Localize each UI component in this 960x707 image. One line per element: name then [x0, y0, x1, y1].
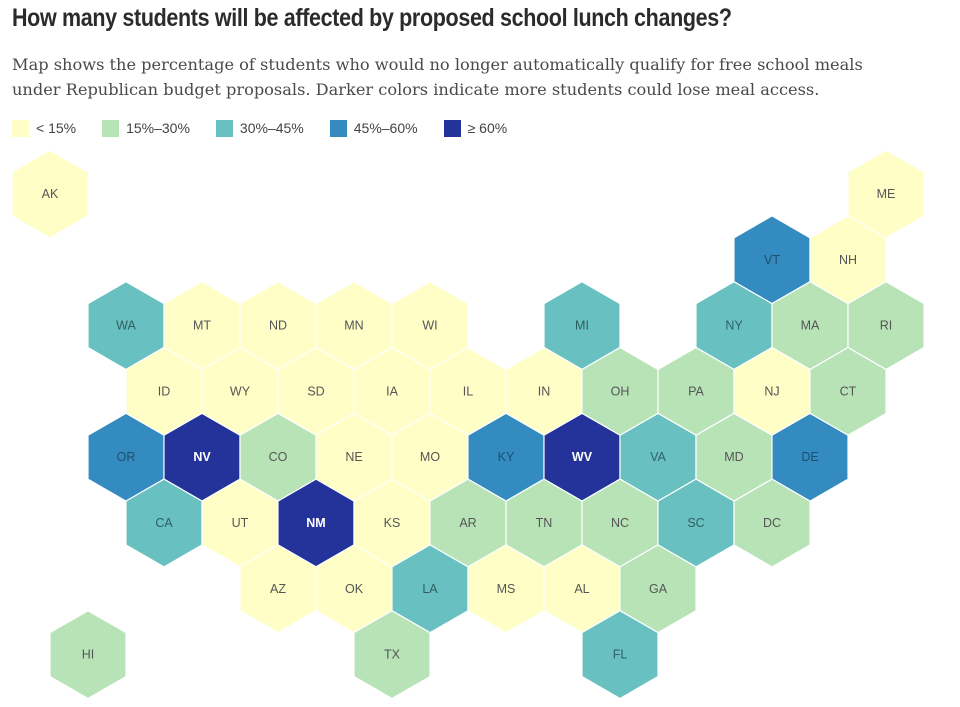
state-label: AL	[574, 582, 589, 596]
state-label: GA	[649, 582, 668, 596]
state-label: NC	[611, 516, 629, 530]
subtitle: Map shows the percentage of students who…	[12, 52, 912, 102]
state-hex-pa[interactable]: PA	[657, 346, 735, 436]
state-label: NV	[193, 450, 211, 464]
state-label: NM	[306, 516, 325, 530]
state-label: WY	[230, 384, 251, 398]
state-label: RI	[880, 319, 893, 333]
state-hex-wv[interactable]: WV	[543, 412, 621, 502]
legend: < 15% 15%–30% 30%–45% 45%–60% ≥ 60%	[12, 118, 533, 138]
state-hex-ak[interactable]: AK	[11, 149, 89, 239]
legend-label: ≥ 60%	[467, 120, 508, 136]
state-label: OH	[611, 384, 630, 398]
legend-swatch	[329, 119, 347, 137]
state-label: UT	[232, 516, 249, 530]
state-label: ID	[158, 384, 171, 398]
legend-swatch	[443, 119, 461, 137]
legend-item-45-60: 45%–60%	[329, 119, 418, 137]
legend-label: 30%–45%	[239, 120, 304, 136]
state-hex-shape	[49, 610, 127, 700]
state-label: NJ	[764, 384, 779, 398]
state-label: IL	[463, 384, 473, 398]
legend-swatch	[12, 119, 29, 137]
state-label: TX	[384, 648, 401, 662]
state-label: LA	[422, 582, 438, 596]
legend-swatch	[102, 119, 120, 137]
legend-label: 15%–30%	[126, 120, 190, 136]
state-label: AR	[459, 516, 476, 530]
state-label: NE	[345, 450, 362, 464]
state-label: SC	[687, 516, 704, 530]
state-hex-tx[interactable]: TX	[353, 610, 431, 700]
state-hex-az[interactable]: AZ	[239, 544, 317, 634]
state-label: MD	[724, 450, 743, 464]
hex-map: AK ME VT NH WA MT ND MN WI MI NY MA RI ID WY SD IA IL IN OH…	[11, 149, 925, 700]
page-title: How many students will be affected by pr…	[12, 4, 732, 32]
legend-item-gte60: ≥ 60%	[443, 119, 508, 137]
state-label: MT	[193, 319, 211, 333]
state-label: VT	[764, 253, 780, 267]
state-label: CA	[155, 516, 173, 530]
state-label: ND	[269, 319, 287, 333]
state-label: SD	[307, 384, 324, 398]
subtitle-line-2: under Republican budget proposals. Darke…	[12, 80, 820, 99]
state-hex-shape	[733, 478, 811, 568]
state-hex-ny[interactable]: NY	[695, 281, 773, 371]
state-hex-ks[interactable]: KS	[353, 478, 431, 568]
state-hex-fl[interactable]: FL	[581, 610, 659, 700]
state-label: OR	[117, 450, 136, 464]
state-label: CO	[269, 450, 288, 464]
state-label: MI	[575, 319, 589, 333]
state-hex-hi[interactable]: HI	[49, 610, 127, 700]
state-hex-ct[interactable]: CT	[809, 346, 887, 436]
state-label: MS	[497, 582, 516, 596]
state-hex-co[interactable]: CO	[239, 412, 317, 502]
state-label: CT	[840, 384, 857, 398]
state-label: MA	[801, 319, 820, 333]
legend-label: 45%–60%	[353, 120, 418, 136]
subtitle-line-1: Map shows the percentage of students who…	[12, 55, 863, 74]
legend-swatch	[215, 119, 233, 137]
state-label: WA	[116, 319, 136, 333]
state-label: WV	[572, 450, 593, 464]
state-label: PA	[688, 384, 704, 398]
state-label: VA	[650, 450, 666, 464]
state-label: MO	[420, 450, 440, 464]
state-label: NH	[839, 253, 857, 267]
state-label: NY	[725, 319, 743, 333]
state-hex-ms[interactable]: MS	[467, 544, 545, 634]
legend-item-15-30: 15%–30%	[102, 119, 190, 137]
state-label: HI	[82, 648, 95, 662]
state-label: WI	[422, 319, 437, 333]
state-label: AZ	[270, 582, 286, 596]
state-label: TN	[536, 516, 553, 530]
state-hex-shape	[581, 610, 659, 700]
state-label: DC	[763, 516, 781, 530]
legend-item-30-45: 30%–45%	[215, 119, 304, 137]
state-hex-tn[interactable]: TN	[505, 478, 583, 568]
state-hex-shape	[353, 610, 431, 700]
state-hex-dc[interactable]: DC	[733, 478, 811, 568]
state-label: DE	[801, 450, 818, 464]
legend-label: < 15%	[36, 120, 77, 136]
state-hex-ut[interactable]: UT	[201, 478, 279, 568]
state-label: AK	[42, 187, 59, 201]
state-label: ME	[877, 187, 896, 201]
state-hex-shape	[11, 149, 89, 239]
state-label: IA	[386, 384, 398, 398]
state-label: MN	[344, 319, 363, 333]
state-label: IN	[538, 384, 551, 398]
state-label: OK	[345, 582, 364, 596]
legend-item-lt15: < 15%	[12, 119, 77, 137]
state-label: KS	[384, 516, 401, 530]
state-label: FL	[613, 648, 628, 662]
state-label: KY	[498, 450, 515, 464]
